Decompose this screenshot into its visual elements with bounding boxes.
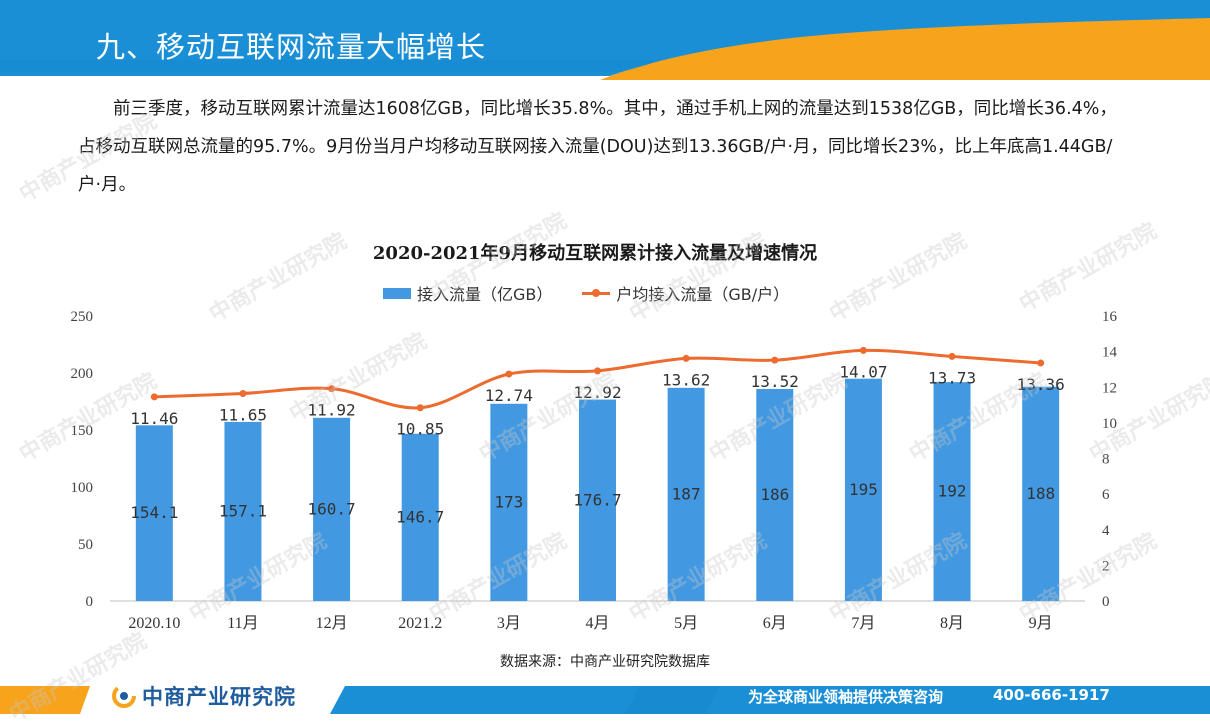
- y-left-tick-label: 100: [71, 480, 94, 496]
- line-point: [1037, 359, 1045, 367]
- bar-data-label: 187: [672, 484, 701, 503]
- line-data-label: 13.62: [662, 370, 710, 389]
- chart-legend: 接入流量（亿GB） 户均接入流量（GB/户）: [383, 283, 790, 304]
- line-point: [328, 385, 336, 393]
- footer-background: [0, 686, 1210, 714]
- y-right-tick-label: 4: [1102, 523, 1110, 539]
- bar: [224, 421, 262, 601]
- bar-data-label: 195: [849, 480, 878, 499]
- line-point: [505, 370, 513, 378]
- y-right-tick-label: 16: [1102, 309, 1118, 325]
- bar: [1022, 386, 1060, 601]
- bar-data-label: 154.1: [130, 503, 178, 522]
- line-point: [948, 352, 956, 360]
- line-data-label: 12.74: [485, 386, 533, 405]
- line-point: [416, 404, 424, 412]
- logo-icon: [112, 684, 136, 708]
- y-right-tick-label: 12: [1102, 380, 1117, 396]
- bar: [401, 433, 439, 601]
- x-tick-label: 8月: [940, 615, 964, 632]
- bar-data-label: 157.1: [219, 501, 267, 520]
- x-tick-label: 4月: [585, 615, 609, 632]
- legend-bar-label: 接入流量（亿GB）: [417, 285, 553, 304]
- footer-slogan: 为全球商业领袖提供决策咨询: [748, 688, 944, 706]
- bar: [135, 425, 173, 601]
- line-data-label: 13.73: [928, 368, 976, 387]
- y-left-tick-label: 200: [71, 366, 94, 382]
- chart-plot: 0 50 100 150 200 250 0 2 4 6 8 10 12 14 16 154.1 157.1 16…: [71, 309, 1118, 632]
- page-title: 九、移动互联网流量大幅增长: [96, 30, 487, 64]
- y-right-tick-label: 2: [1102, 558, 1110, 574]
- line-point: [859, 346, 867, 354]
- bar-data-label: 188: [1026, 484, 1055, 503]
- y-right-tick-label: 8: [1102, 452, 1110, 468]
- y-left-tick-label: 150: [71, 423, 94, 439]
- y-right-tick-label: 10: [1102, 416, 1117, 432]
- company-logo: 中商产业研究院: [112, 683, 296, 709]
- bar: [756, 388, 794, 601]
- y-right-tick-label: 0: [1102, 594, 1110, 610]
- bar-data-label: 146.7: [396, 507, 444, 526]
- bar-data-label: 160.7: [308, 499, 356, 518]
- line-data-label: 11.92: [308, 401, 356, 420]
- bar: [490, 403, 528, 601]
- line-point: [682, 354, 690, 362]
- x-tick-label: 3月: [497, 615, 521, 632]
- line-data-label: 11.65: [219, 405, 267, 424]
- x-tick-label: 6月: [763, 615, 787, 632]
- logo-text: 中商产业研究院: [142, 685, 296, 709]
- bar: [579, 399, 616, 601]
- header-banner: 九、移动互联网流量大幅增长: [0, 0, 1210, 80]
- line-data-label: 13.36: [1017, 375, 1065, 394]
- chart-title: 2020-2021年9月移动互联网累计接入流量及增速情况: [372, 243, 818, 264]
- line-point: [594, 367, 601, 375]
- footer-phone: 400-666-1917: [993, 686, 1110, 704]
- footer-bar: [0, 680, 1210, 718]
- x-tick-label: 2021.2: [398, 615, 442, 632]
- legend-line-label: 户均接入流量（GB/户）: [616, 285, 790, 304]
- x-tick-label: 5月: [674, 615, 698, 632]
- y-left-tick-label: 50: [78, 537, 93, 553]
- bar-data-label: 176.7: [573, 490, 621, 509]
- chart-container: 2020-2021年9月移动互联网累计接入流量及增速情况 接入流量（亿GB） 户…: [0, 225, 1210, 680]
- line-data-label: 11.46: [130, 409, 178, 428]
- summary-text: 前三季度，移动互联网累计流量达1608亿GB，同比增长35.8%。其中，通过手机…: [78, 99, 1117, 195]
- line-data-label: 13.52: [751, 372, 799, 391]
- bar: [933, 382, 971, 601]
- line-point: [771, 356, 779, 364]
- x-tick-label: 11月: [227, 615, 258, 632]
- line-point: [150, 393, 158, 401]
- line-data-label: 10.85: [396, 420, 444, 439]
- y-right-tick-label: 14: [1102, 345, 1118, 361]
- y-left-tick-label: 250: [71, 309, 94, 325]
- bar-data-label: 186: [760, 485, 789, 504]
- summary-paragraph: 前三季度，移动互联网累计流量达1608亿GB，同比增长35.8%。其中，通过手机…: [78, 90, 1128, 204]
- x-tick-label: 7月: [851, 615, 875, 632]
- y-left-tick-label: 0: [86, 594, 94, 610]
- bar: [313, 417, 351, 601]
- line-point: [239, 389, 247, 397]
- legend-line-swatch: [582, 287, 611, 299]
- line-data-label: 14.07: [839, 362, 887, 381]
- bar-data-label: 192: [938, 482, 967, 501]
- x-tick-label: 12月: [316, 615, 348, 632]
- x-tick-label: 9月: [1029, 615, 1053, 632]
- y-right-tick-label: 6: [1102, 487, 1110, 503]
- x-tick-label: 2020.10: [128, 615, 180, 632]
- header-background: [0, 0, 1210, 80]
- bar-data-label: 173: [494, 492, 523, 511]
- legend-bar-swatch: [383, 287, 411, 299]
- bar: [844, 378, 882, 601]
- line-data-label: 12.92: [573, 383, 621, 402]
- data-source: 数据来源：中商产业研究院数据库: [500, 654, 710, 670]
- bar: [667, 387, 705, 601]
